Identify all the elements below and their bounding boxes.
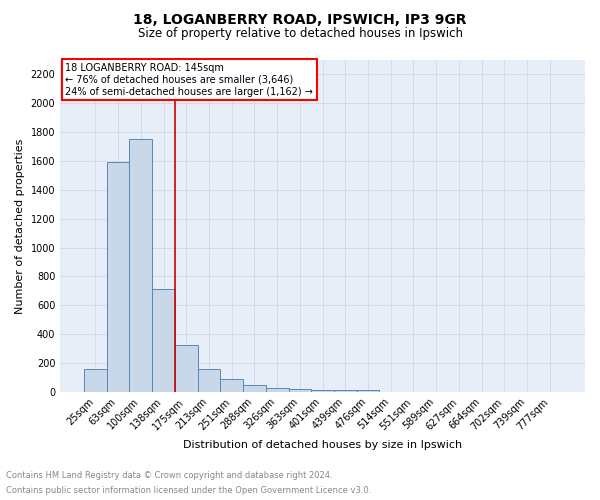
- Bar: [152, 290, 175, 392]
- Bar: [197, 370, 220, 392]
- Bar: [107, 162, 130, 392]
- Bar: [311, 390, 334, 392]
- Bar: [130, 138, 152, 392]
- Text: 18, LOGANBERRY ROAD, IPSWICH, IP3 9GR: 18, LOGANBERRY ROAD, IPSWICH, IP3 9GR: [133, 12, 467, 26]
- Bar: [334, 390, 356, 392]
- Bar: [84, 370, 107, 392]
- Text: 18 LOGANBERRY ROAD: 145sqm
← 76% of detached houses are smaller (3,646)
24% of s: 18 LOGANBERRY ROAD: 145sqm ← 76% of deta…: [65, 64, 313, 96]
- Text: Contains HM Land Registry data © Crown copyright and database right 2024.: Contains HM Land Registry data © Crown c…: [6, 471, 332, 480]
- Bar: [356, 390, 379, 392]
- Bar: [220, 380, 243, 392]
- Y-axis label: Number of detached properties: Number of detached properties: [15, 138, 25, 314]
- Bar: [266, 388, 289, 392]
- Bar: [243, 384, 266, 392]
- X-axis label: Distribution of detached houses by size in Ipswich: Distribution of detached houses by size …: [183, 440, 462, 450]
- Bar: [289, 389, 311, 392]
- Text: Contains public sector information licensed under the Open Government Licence v3: Contains public sector information licen…: [6, 486, 371, 495]
- Text: Size of property relative to detached houses in Ipswich: Size of property relative to detached ho…: [137, 28, 463, 40]
- Bar: [175, 345, 197, 392]
